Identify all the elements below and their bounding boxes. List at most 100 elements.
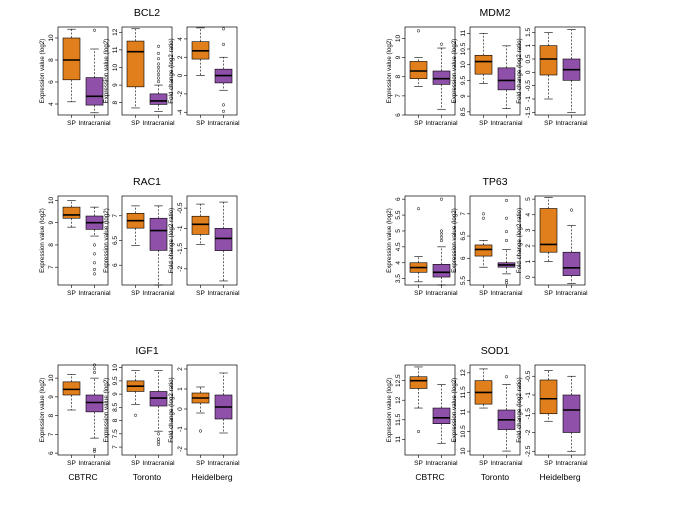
y-tick-label: 8: [48, 413, 55, 417]
outlier-point: [156, 57, 161, 61]
box-intracranial: [149, 44, 168, 112]
y-tick-label: 0: [525, 70, 532, 74]
outlier-point: [439, 232, 444, 236]
y-axis-label: Expression value (log2): [103, 378, 110, 443]
iqr-box: [149, 217, 168, 251]
panel-tp63-heidelberg: 0 1 2 3 4 5 Fold change (log2 ratio) SP Intracra…: [516, 195, 588, 297]
y-tick-label: 11: [112, 46, 119, 53]
y-axis-label: Expression value (log2): [451, 39, 458, 104]
iqr-box: [409, 61, 428, 79]
x-tick-label: SP: [479, 460, 488, 467]
y-axis-label: Fold change (log2 ratio): [168, 208, 175, 273]
outlier-point: [92, 370, 97, 375]
iqr-box: [409, 376, 428, 389]
box-sp: [474, 368, 493, 409]
box-intracranial: [562, 208, 581, 284]
y-axis-label: Expression value (log2): [103, 208, 110, 273]
iqr-box: [497, 67, 516, 91]
box-intracranial: [432, 384, 451, 444]
outlier-point: [504, 279, 509, 283]
plot-frame: [121, 364, 173, 456]
box-intracranial: [214, 372, 233, 434]
y-tick-label: 3: [525, 228, 532, 232]
y-axis-label: Expression value (log2): [451, 378, 458, 443]
outlier-point: [481, 216, 486, 220]
box-sp: [409, 366, 428, 434]
y-tick-label: -0.5: [177, 202, 184, 214]
outlier-point: [156, 62, 161, 66]
y-tick-label: 10.5: [460, 425, 467, 438]
outlier-point: [92, 449, 97, 453]
x-tick-label: SP: [414, 120, 423, 127]
outlier-point: [439, 197, 444, 201]
outlier-point: [439, 229, 444, 233]
gene-title: TP63: [482, 176, 507, 188]
y-tick-label: 11: [460, 30, 467, 37]
y-tick-label: -1.5: [525, 408, 532, 420]
outlier-point: [221, 42, 226, 46]
y-tick-label: 7: [112, 214, 119, 218]
outlier-point: [198, 429, 203, 433]
outlier-point: [92, 28, 97, 32]
outlier-point: [439, 42, 444, 46]
plot-frame: [186, 364, 238, 456]
iqr-box: [562, 251, 581, 276]
outlier-point: [481, 212, 486, 216]
plot-frame: [57, 26, 109, 116]
iqr-box: [62, 381, 81, 396]
iqr-box: [432, 407, 451, 424]
box-sp: [409, 29, 428, 87]
y-axis-label: Expression value (log2): [39, 39, 46, 104]
y-tick-label: 1: [525, 43, 532, 47]
y-tick-label: -1: [177, 225, 184, 231]
y-tick-label: 6: [395, 197, 402, 201]
y-tick-label: 8: [48, 243, 55, 247]
iqr-box: [191, 215, 210, 235]
plot-frame: [469, 364, 521, 456]
y-tick-label: 0: [177, 73, 184, 77]
y-tick-label: 4: [395, 261, 402, 265]
y-tick-label: 9: [48, 395, 55, 399]
y-tick-label: 7: [395, 94, 402, 98]
box-intracranial: [562, 29, 581, 113]
y-tick-label: 6: [48, 80, 55, 84]
iqr-box: [126, 40, 145, 88]
box-intracranial: [497, 198, 516, 285]
x-tick-label: Intracranial: [207, 120, 240, 127]
x-tick-label: SP: [414, 290, 423, 297]
y-tick-label: 12: [395, 396, 402, 404]
y-tick-label: 6.5: [112, 236, 119, 245]
iqr-box: [62, 37, 81, 81]
outlier-point: [92, 267, 97, 271]
y-tick-label: 7: [460, 212, 467, 216]
x-tick-label: SP: [196, 290, 205, 297]
x-tick-label: Intracranial: [555, 120, 588, 127]
outlier-point: [569, 208, 574, 212]
plot-frame: [534, 195, 586, 286]
box-intracranial: [562, 375, 581, 452]
iqr-box: [539, 379, 558, 415]
y-tick-label: 6: [395, 113, 402, 117]
y-tick-label: 0.5: [525, 54, 532, 63]
y-tick-label: 10: [48, 34, 55, 42]
iqr-box: [562, 394, 581, 433]
cohort-label: CBTRC: [68, 472, 97, 482]
cohort-label: Heidelberg: [191, 472, 232, 482]
y-tick-label: -2: [177, 91, 184, 97]
box-sp: [126, 28, 145, 109]
y-tick-label: 11.5: [395, 413, 402, 426]
box-intracranial: [85, 206, 104, 276]
outlier-point: [92, 252, 97, 256]
panel-tp63-cbtrc: 3.5 4 4.5 5 5.5 6 Expression value (log2) SP Int…: [386, 195, 458, 297]
y-axis-label: Fold change (log2 ratio): [168, 377, 175, 442]
x-tick-label: Intracranial: [142, 120, 175, 127]
y-tick-label: 0: [177, 407, 184, 411]
outlier-point: [92, 272, 97, 276]
outlier-point: [439, 238, 444, 243]
y-tick-label: -1: [177, 426, 184, 432]
x-tick-label: Intracranial: [490, 290, 523, 297]
